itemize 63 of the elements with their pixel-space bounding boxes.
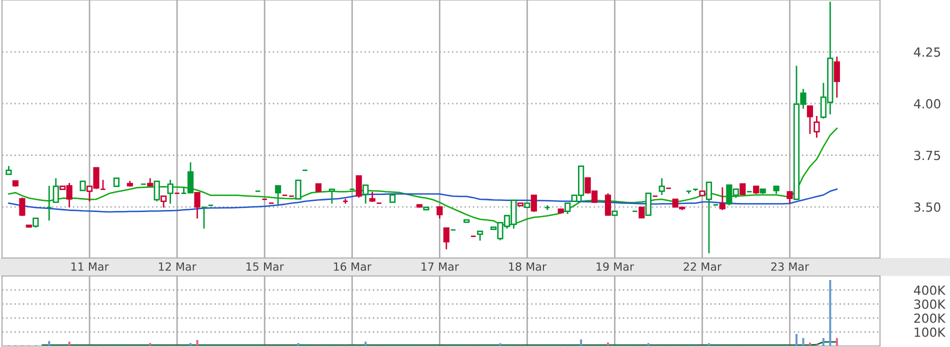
x-tick-label: 15 Mar — [246, 262, 284, 271]
y-tick-label: 4.25 — [914, 47, 940, 57]
candlestick — [477, 230, 484, 242]
candlestick — [436, 206, 443, 220]
x-tick-label: 19 Mar — [596, 262, 634, 271]
candlestick — [194, 192, 200, 220]
candlestick — [814, 115, 820, 138]
candlestick — [834, 56, 840, 98]
candlestick — [530, 194, 537, 213]
bar — [796, 334, 798, 346]
candlestick — [356, 175, 362, 198]
x-tick-label: 11 Mar — [71, 262, 109, 271]
bar — [364, 342, 367, 346]
candlestick — [786, 191, 793, 205]
bar — [606, 342, 609, 346]
bar — [822, 338, 824, 346]
y-tick-label: 300K — [914, 299, 946, 309]
x-tick-label: 17 Mar — [422, 262, 459, 271]
bar — [708, 343, 710, 346]
candlestick — [806, 105, 814, 135]
bar — [190, 343, 192, 346]
bar — [149, 343, 152, 346]
candlestick — [100, 179, 106, 190]
bar — [836, 338, 838, 346]
bar — [808, 342, 811, 346]
x-tick-label: 16 Mar — [334, 262, 372, 271]
candlestick — [604, 192, 612, 216]
candlestick — [443, 227, 450, 250]
candlestick — [658, 178, 665, 196]
bar — [829, 280, 832, 346]
candlestick — [328, 188, 335, 204]
candlestick — [200, 206, 208, 230]
bar — [647, 343, 650, 346]
candlestick — [167, 179, 174, 204]
candlestick — [362, 184, 369, 204]
candlestick — [740, 183, 746, 196]
y-tick-label: 4.00 — [914, 99, 940, 108]
candlestick — [275, 185, 282, 206]
bar — [196, 340, 198, 346]
y-tick-label: 3.75 — [914, 150, 940, 160]
y-tick-label: 400K — [914, 285, 946, 295]
bar — [68, 342, 70, 346]
line-series — [8, 128, 838, 226]
x-tick-label: 23 Mar — [771, 262, 810, 271]
bar — [297, 343, 300, 346]
candlestick — [564, 202, 571, 215]
x-tick-label: 12 Mar — [158, 262, 196, 271]
bar — [580, 339, 582, 346]
candlestick — [46, 185, 52, 222]
y-tick-label: 200K — [914, 313, 946, 323]
x-tick-label: 18 Mar — [509, 262, 546, 271]
bar — [802, 338, 804, 346]
candlestick — [645, 192, 652, 216]
candlestick — [32, 218, 39, 228]
y-tick-label: 3.50 — [914, 202, 940, 212]
bar — [48, 340, 50, 346]
candlestick — [719, 186, 726, 211]
candlestick — [19, 196, 26, 217]
bar — [499, 343, 502, 346]
y-tick-label: 100K — [914, 327, 946, 337]
candlestick — [369, 191, 376, 203]
x-tick-label: 22 Mar — [684, 262, 722, 271]
candlestick — [295, 180, 302, 200]
